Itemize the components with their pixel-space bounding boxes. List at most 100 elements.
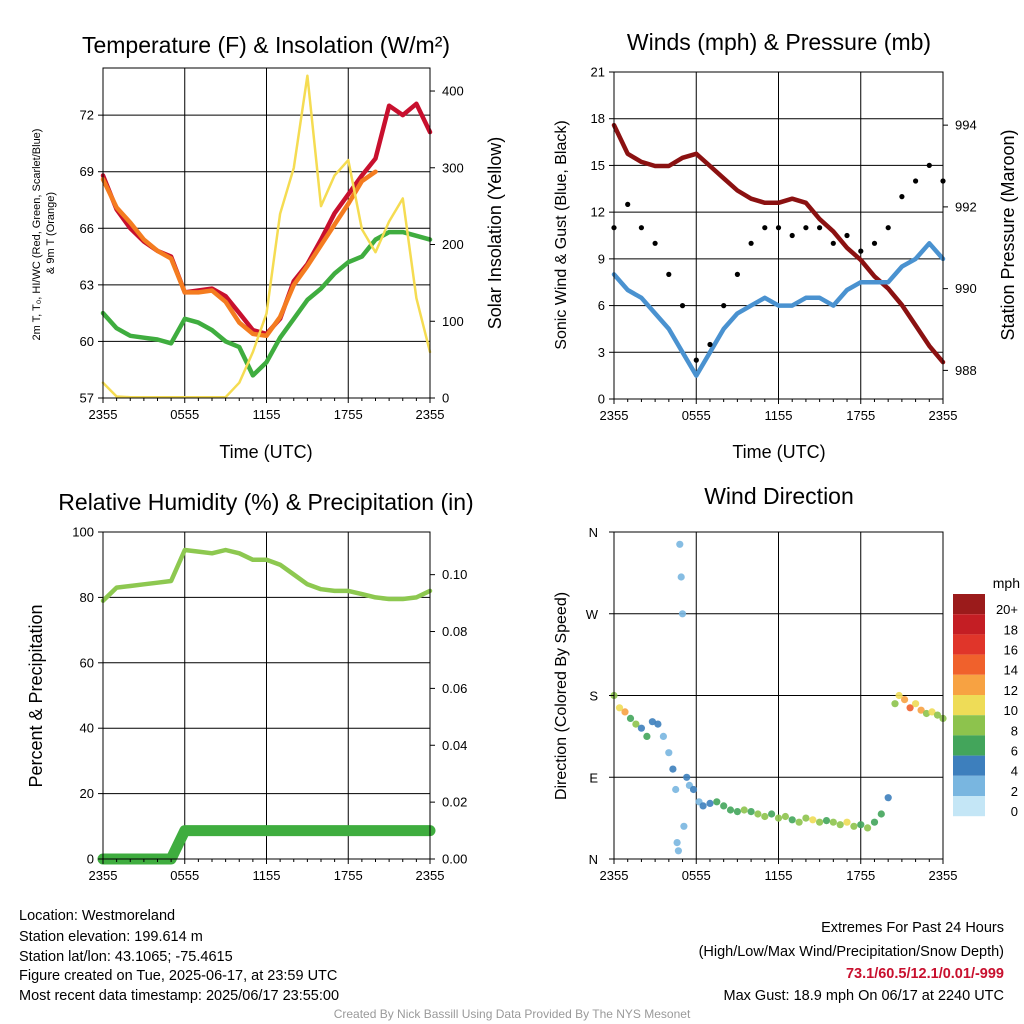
wind-direction-point <box>768 810 776 818</box>
colorbar-swatch <box>953 695 985 716</box>
colorbar-swatch <box>953 715 985 736</box>
humidity-panel: Relative Humidity (%) & Precipitation (i… <box>26 489 474 883</box>
series-line <box>100 547 433 603</box>
y2-tick-label: 200 <box>442 237 464 252</box>
x-tick-label: 1155 <box>765 868 793 883</box>
wind-direction-point <box>774 814 783 822</box>
y-tick-label: 100 <box>72 525 94 540</box>
wind-direction-point <box>680 822 688 830</box>
colorbar-tick-label: 16 <box>1004 643 1018 658</box>
colorbar-tick-label: 2 <box>1011 784 1018 799</box>
wind-direction-point <box>870 818 879 826</box>
wind-direction-point <box>809 816 817 824</box>
x-tick-label: 1155 <box>253 407 281 422</box>
x-tick-label: 1755 <box>334 868 363 883</box>
y2-tick-label: 0.00 <box>442 852 467 867</box>
wind-direction-point <box>857 821 865 829</box>
colorbar-swatch <box>953 674 985 695</box>
station-elevation: Station elevation: 199.614 m <box>19 929 203 945</box>
wind-direction-point <box>683 773 691 781</box>
gust-point <box>858 248 864 254</box>
colorbar-tick-label: 20+ <box>996 602 1018 617</box>
colorbar-swatch <box>953 775 985 796</box>
gust-point <box>693 357 699 363</box>
colorbar-swatch <box>953 614 985 635</box>
y-tick-label: 66 <box>80 221 94 236</box>
temperature-y-axis-label: 2m T, T₀, HI/WC (Red, Green, Scarlet/Blu… <box>31 125 57 340</box>
wind-direction-panel-title: Wind Direction <box>704 483 854 509</box>
y-tick-label: 21 <box>591 65 605 80</box>
gust-point <box>734 271 741 277</box>
x-tick-label: 2355 <box>89 868 118 883</box>
colorbar-tick-label: 10 <box>1004 703 1018 718</box>
colorbar-swatch <box>953 796 985 817</box>
wind-direction-panel: Wind Direction 2355 0555 1155 1755 2355NESWN… <box>553 483 1020 883</box>
wind-direction-point <box>621 708 629 716</box>
wind-direction-point <box>648 718 657 726</box>
wind-direction-point <box>699 802 707 810</box>
winds-x-axis-label: Time (UTC) <box>732 442 825 462</box>
wind-direction-point <box>673 839 681 847</box>
humidity-panel-title: Relative Humidity (%) & Precipitation (i… <box>58 489 473 515</box>
wind-direction-point <box>665 749 673 757</box>
wind-direction-point <box>877 810 885 818</box>
y-tick-label: 9 <box>598 251 605 266</box>
colorbar-tick-label: 14 <box>1004 663 1018 678</box>
wind-direction-point <box>676 540 684 548</box>
wind-direction-point <box>678 610 687 618</box>
series-line <box>100 169 378 339</box>
y-tick-label: 0 <box>598 392 605 407</box>
gust-point <box>830 240 836 246</box>
gust-point <box>926 162 932 168</box>
station-latlon: Station lat/lon: 43.1065; -75.4615 <box>19 949 233 965</box>
y2-tick-label: 300 <box>442 160 464 175</box>
temperature-panel: Temperature (F) & Insolation (W/m²) 2355… <box>31 32 505 462</box>
x-tick-label: 2355 <box>929 408 958 423</box>
wind-direction-point <box>917 706 925 714</box>
colorbar-swatch <box>953 755 985 776</box>
gust-point <box>707 341 713 348</box>
wind-direction-point <box>740 806 748 814</box>
wind-direction-point <box>643 732 651 741</box>
y-tick-label: 63 <box>80 277 94 292</box>
gust-point <box>638 225 645 231</box>
figure-created: Figure created on Tue, 2025-06-17, at 23… <box>19 968 338 984</box>
temperature-x-axis-label: Time (UTC) <box>219 442 312 462</box>
y2-tick-label: 100 <box>442 314 464 329</box>
wind-direction-point <box>928 708 936 716</box>
gust-point <box>748 240 754 246</box>
wind-direction-point <box>795 818 803 826</box>
wind-direction-point <box>615 704 624 712</box>
y2-tick-label: 990 <box>955 281 977 296</box>
wind-direction-point <box>713 798 721 806</box>
station-location: Location: Westmoreland <box>19 908 176 924</box>
x-tick-label: 1155 <box>765 408 793 423</box>
y2-tick-label: 988 <box>955 363 977 378</box>
y-tick-label: N <box>589 852 598 867</box>
wind-direction-point <box>895 691 903 700</box>
series-line <box>100 229 433 378</box>
x-tick-label: 0555 <box>170 407 199 422</box>
humidity-y-axis-label: Percent & Precipitation <box>26 604 46 787</box>
colorbar-swatch <box>953 654 985 675</box>
x-tick-label: 2355 <box>416 407 445 422</box>
y-tick-label: 0 <box>87 852 94 867</box>
gust-point <box>789 232 795 239</box>
wind-direction-point <box>726 806 735 814</box>
series-line <box>611 122 946 365</box>
x-tick-label: 1155 <box>253 868 281 883</box>
y2-tick-label: 0.02 <box>442 795 467 810</box>
wind-direction-point <box>884 794 892 802</box>
gust-point <box>817 225 823 231</box>
wind-direction-point <box>689 785 698 794</box>
wind-direction-point <box>677 573 685 581</box>
gust-point <box>775 225 782 231</box>
wind-direction-point <box>822 817 831 825</box>
y2-tick-label: 0.08 <box>442 624 467 639</box>
y-tick-label: 3 <box>598 345 605 360</box>
y-tick-label: E <box>589 770 598 785</box>
wind-direction-point <box>754 810 762 818</box>
wind-direction-point <box>843 818 851 826</box>
wind-direction-point <box>922 709 931 718</box>
y-tick-label: 18 <box>591 111 605 126</box>
